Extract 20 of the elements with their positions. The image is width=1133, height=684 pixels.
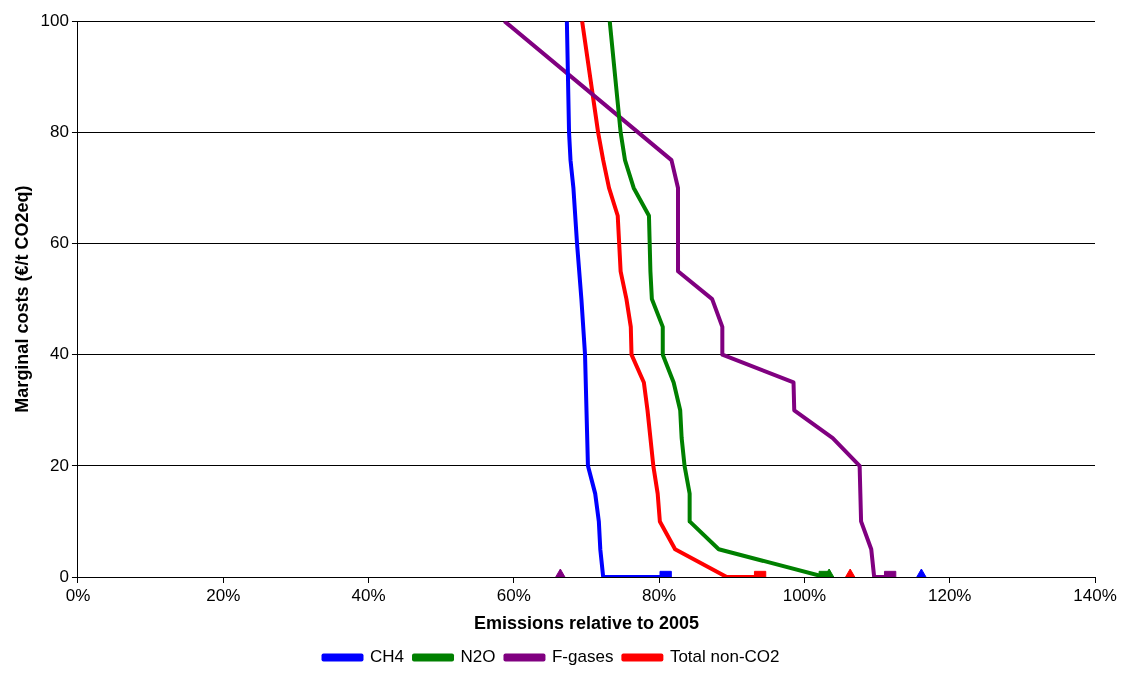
y-tick-label: 40	[50, 344, 69, 364]
y-tick-label: 20	[50, 455, 69, 475]
x-tick-label: 120%	[927, 585, 972, 605]
legend-label: CH4	[370, 647, 405, 667]
x-tick-label: 0%	[65, 585, 91, 605]
y-axis-title: Marginal costs (€/t CO2eq)	[11, 185, 32, 413]
x-tick-label: 20%	[206, 585, 241, 605]
y-tick-label: 0	[59, 566, 69, 586]
legend-label: Total non-CO2	[669, 647, 780, 667]
y-tick-label: 100	[40, 10, 69, 30]
x-axis-title: Emissions relative to 2005	[473, 613, 700, 634]
y-tick-label: 80	[50, 122, 69, 142]
x-tick-label: 60%	[496, 585, 531, 605]
x-tick-label: 140%	[1073, 585, 1117, 605]
legend-label: N2O	[460, 647, 496, 667]
x-tick-label: 100%	[782, 585, 827, 605]
legend-label: F-gases	[551, 647, 614, 667]
y-tick-label: 60	[50, 233, 69, 253]
x-tick-label: 80%	[642, 585, 677, 605]
x-tick-label: 40%	[351, 585, 386, 605]
